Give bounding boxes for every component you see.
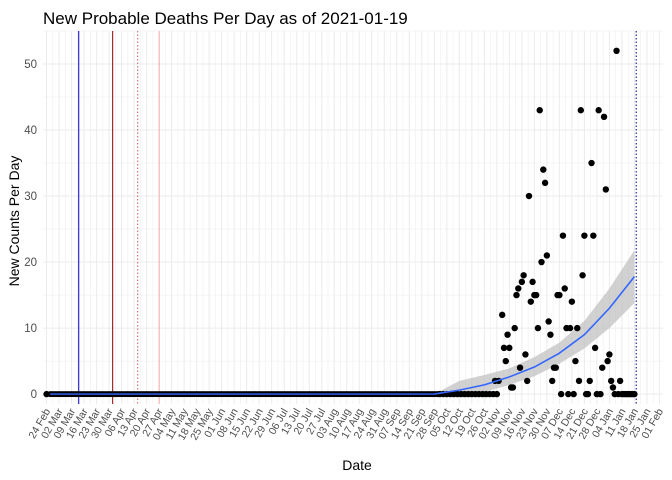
data-point xyxy=(524,377,531,385)
data-point xyxy=(574,324,581,332)
data-point xyxy=(600,113,608,121)
x-axis-title: Date xyxy=(342,457,372,473)
data-point xyxy=(599,364,606,371)
data-point xyxy=(498,311,506,319)
data-point xyxy=(575,377,583,385)
data-point xyxy=(509,384,517,391)
data-point xyxy=(595,107,602,114)
grid-lines xyxy=(43,30,663,404)
data-point xyxy=(515,285,522,292)
data-point xyxy=(511,324,518,332)
data-point xyxy=(43,390,50,398)
data-point xyxy=(534,324,542,332)
data-point xyxy=(613,47,620,55)
data-point xyxy=(579,272,586,279)
data-point xyxy=(522,351,529,358)
data-point xyxy=(520,272,527,279)
chart-title: New Probable Deaths Per Day as of 2021-0… xyxy=(43,9,408,28)
data-point xyxy=(604,357,611,365)
data-point xyxy=(570,390,577,398)
data-point xyxy=(506,344,513,352)
y-tick-label: 20 xyxy=(24,257,37,269)
data-point xyxy=(577,107,585,114)
data-point xyxy=(536,107,543,114)
data-point xyxy=(541,179,549,187)
data-point xyxy=(513,291,520,299)
data-point xyxy=(609,384,617,391)
data-point xyxy=(581,232,588,239)
data-point xyxy=(516,364,524,371)
y-tick-label: 0 xyxy=(31,389,37,401)
data-point xyxy=(543,252,551,259)
data-point xyxy=(566,324,574,332)
data-point xyxy=(552,364,559,371)
data-point xyxy=(590,232,597,239)
data-point xyxy=(527,298,534,305)
data-point xyxy=(504,331,511,338)
data-point xyxy=(493,390,501,398)
data-point xyxy=(545,318,552,325)
data-point xyxy=(584,390,592,398)
data-point xyxy=(588,159,595,167)
data-point xyxy=(606,351,613,358)
data-point xyxy=(529,278,536,286)
data-point xyxy=(525,192,533,200)
data-point xyxy=(518,278,526,286)
data-point xyxy=(591,344,599,352)
y-tick-label: 40 xyxy=(24,125,37,137)
y-axis-ticks: 0 10 20 30 40 50 xyxy=(24,59,37,401)
data-point xyxy=(502,357,509,365)
data-point xyxy=(631,390,638,398)
data-point xyxy=(602,186,610,193)
data-point xyxy=(565,390,572,398)
y-tick-label: 30 xyxy=(24,191,37,203)
data-point xyxy=(556,291,563,299)
reference-lines xyxy=(78,31,637,404)
data-point xyxy=(616,377,624,385)
data-point xyxy=(547,331,554,338)
y-tick-label: 10 xyxy=(24,323,37,335)
y-tick-label: 50 xyxy=(24,59,37,71)
data-point xyxy=(549,377,556,385)
data-point xyxy=(597,390,604,398)
data-point xyxy=(607,377,615,385)
data-point xyxy=(557,390,565,398)
data-point xyxy=(532,291,540,299)
data-point xyxy=(586,377,593,385)
trend-line xyxy=(434,276,636,395)
data-point xyxy=(500,344,508,352)
trend-line-group xyxy=(50,276,636,395)
data-point xyxy=(538,258,545,266)
data-point xyxy=(568,298,576,305)
data-point xyxy=(540,166,547,173)
data-point xyxy=(572,357,579,365)
y-axis-title: New Counts Per Day xyxy=(6,156,22,287)
data-point xyxy=(561,285,568,292)
data-point xyxy=(559,232,567,239)
